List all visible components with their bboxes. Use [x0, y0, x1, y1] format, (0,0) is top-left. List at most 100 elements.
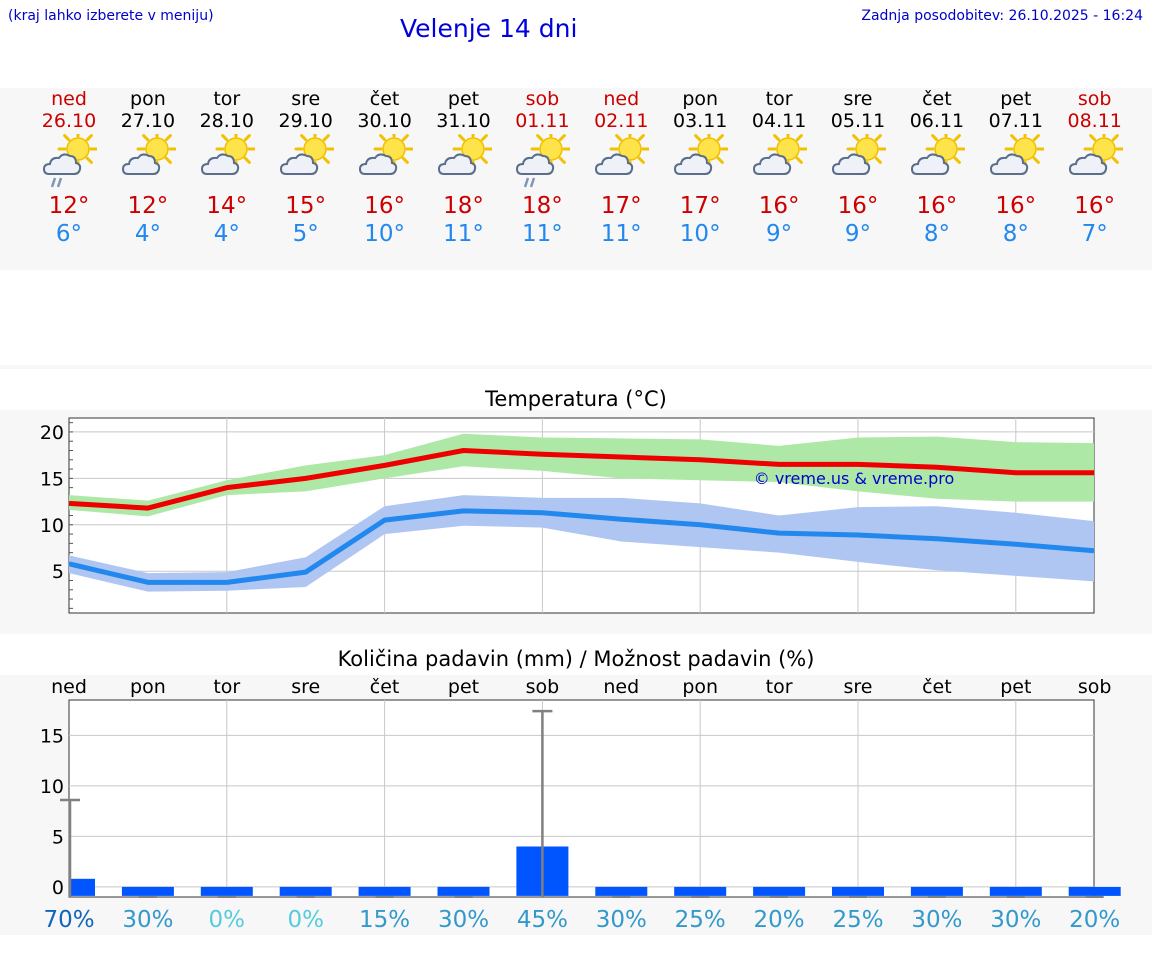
precip-probability: 15% [359, 907, 410, 933]
x-category-label: ned [603, 676, 639, 698]
day-name: sre [291, 88, 321, 110]
sun-cloud-icon [187, 132, 267, 192]
day-name: pet [1000, 88, 1032, 110]
max-temp: 18° [522, 193, 563, 219]
x-category-label: tor [213, 676, 240, 698]
day-name: čet [369, 88, 400, 110]
day-name: sre [843, 88, 873, 110]
sun-cloud-icon [818, 132, 898, 192]
x-category-label: čet [370, 676, 400, 698]
temp-min-line [68, 508, 1095, 585]
precipitation-chart-title: Količina padavin (mm) / Možnost padavin … [337, 647, 815, 671]
precip-probability: 30% [122, 907, 173, 933]
plot-area [68, 699, 1095, 898]
day-date: 30.10 [357, 110, 412, 132]
precip-bar [121, 886, 174, 896]
sun-cloud-icon [581, 132, 661, 192]
x-category-label: pon [130, 676, 166, 698]
min-temp: 9° [766, 221, 793, 247]
day-date: 01.11 [515, 110, 570, 132]
day-name: čet [922, 88, 952, 110]
x-category-label: sob [1078, 676, 1112, 698]
y-tick-label: 20 [40, 422, 64, 444]
temperature-chart-title: Temperatura (°C) [485, 387, 667, 411]
last-update: Zadnja posodobitev: 26.10.2025 - 16:24 [861, 8, 1143, 24]
day-column: ned 26.10 12° 6° [29, 88, 109, 248]
precip-probability: 0% [287, 907, 324, 933]
max-temp: 16° [995, 193, 1037, 219]
precip-bar [910, 886, 963, 896]
precip-probability: 30% [990, 907, 1041, 933]
day-name: tor [213, 88, 241, 110]
max-temp: 14° [206, 193, 248, 219]
forecast-strip-bg [0, 88, 1152, 270]
day-column: čet 30.10 16° 10° [345, 88, 425, 248]
x-category-label: sob [526, 676, 560, 698]
max-temp: 17° [679, 193, 721, 219]
precip-bar [437, 886, 490, 896]
x-category-label: sre [844, 676, 873, 698]
y-tick-label: 10 [40, 515, 64, 537]
watermark: © vreme.us & vreme.pro [754, 469, 955, 488]
sun-cloud-icon [739, 132, 819, 192]
precip-probability: 30% [911, 907, 962, 933]
day-date: 02.11 [594, 110, 649, 132]
day-date: 31.10 [436, 110, 491, 132]
y-tick-label: 10 [40, 776, 64, 798]
min-temp: 4° [134, 221, 161, 247]
temp-min-band [69, 495, 1094, 592]
precip-bar [200, 886, 253, 896]
divider [0, 365, 1152, 369]
max-temp: 16° [916, 193, 958, 219]
precip-probability: 30% [596, 907, 647, 933]
day-date: 04.11 [751, 110, 807, 132]
day-column: pon 03.11 17° 10° [660, 88, 740, 248]
day-date: 29.10 [278, 110, 333, 132]
day-date: 05.11 [830, 110, 886, 132]
precip-probability: 30% [438, 907, 489, 933]
day-column: sob 08.11 16° 7° [1055, 88, 1135, 248]
max-temp: 16° [837, 193, 879, 219]
day-column: sre 29.10 15° 5° [266, 88, 346, 248]
y-tick-label: 15 [40, 468, 64, 490]
x-category-label: čet [922, 676, 952, 698]
page-title: Velenje 14 dni [400, 14, 578, 43]
precip-probability: 70% [43, 907, 94, 933]
max-temp: 12° [127, 193, 169, 219]
max-temp: 17° [600, 193, 642, 219]
day-column: pon 27.10 12° 4° [108, 88, 188, 248]
min-temp: 6° [55, 221, 83, 247]
min-temp: 7° [1081, 221, 1108, 247]
day-name: sob [1077, 88, 1112, 110]
day-column: čet 06.11 16° 8° [897, 88, 977, 248]
precip-bar [69, 878, 95, 896]
temp-max-band [69, 433, 1094, 517]
temp-max-line [68, 448, 1094, 511]
x-category-label: ned [51, 676, 87, 698]
day-date: 03.11 [672, 110, 728, 132]
day-name: pet [447, 88, 480, 110]
sun-cloud-icon [897, 132, 977, 192]
sun-cloud-rain-icon [502, 132, 582, 192]
y-tick-label: 15 [40, 725, 64, 747]
day-name: tor [765, 88, 793, 110]
y-tick-label: 5 [52, 561, 64, 583]
y-tick-label: 0 [52, 877, 64, 899]
day-name: ned [51, 88, 87, 110]
min-temp: 11° [522, 221, 563, 247]
day-column: ned 02.11 17° 11° [581, 88, 661, 248]
day-name: pon [682, 88, 719, 110]
x-category-label: pet [448, 676, 479, 698]
x-category-label: pon [682, 676, 718, 698]
max-temp: 15° [285, 193, 327, 219]
precip-probability: 25% [675, 907, 726, 933]
region-menu-hint[interactable]: (kraj lahko izberete v meniju) [8, 8, 214, 24]
sun-cloud-icon [424, 132, 504, 192]
x-category-label: sre [291, 676, 320, 698]
day-date: 27.10 [120, 110, 176, 132]
day-column: tor 28.10 14° 4° [187, 88, 267, 248]
min-temp: 5° [292, 221, 319, 247]
day-date: 08.11 [1067, 110, 1122, 132]
day-column: sre 05.11 16° 9° [818, 88, 898, 248]
